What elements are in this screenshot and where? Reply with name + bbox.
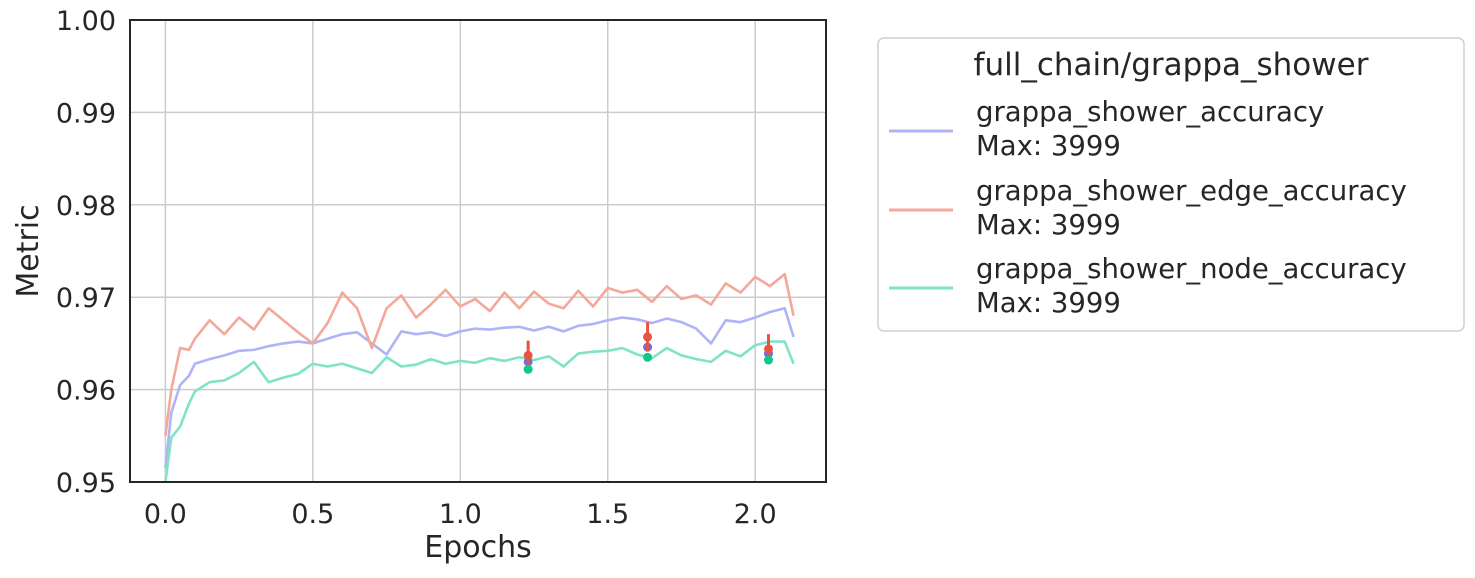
series-line-1	[164, 272, 795, 436]
plot-frame	[129, 19, 827, 483]
legend-label-accuracy: grappa_shower_accuracy	[976, 96, 1324, 128]
x-tick-label: 1.0	[439, 499, 482, 530]
data-point-2-0	[523, 364, 533, 374]
data-point-2-2	[763, 355, 773, 365]
legend-sub-edge-accuracy: Max: 3999	[976, 209, 1121, 241]
x-tick-label: 2.0	[734, 499, 777, 530]
data-point-1-0	[523, 350, 533, 360]
x-tick-label: 0.0	[144, 499, 187, 530]
y-tick-label: 0.97	[56, 283, 116, 314]
y-axis-ticks: 0.95 0.96 0.97 0.98 0.99 1.00	[56, 6, 116, 499]
x-axis-label: Epochs	[424, 530, 532, 565]
data-point-2-1	[643, 352, 653, 362]
legend-box	[877, 37, 1465, 332]
lines-layer	[164, 272, 795, 483]
series-line-2	[164, 340, 795, 483]
data-point-1-2	[763, 344, 773, 354]
y-tick-label: 0.98	[56, 191, 116, 222]
y-tick-label: 0.96	[56, 376, 116, 407]
legend-title: full_chain/grappa_shower	[974, 47, 1369, 83]
legend-sub-node-accuracy: Max: 3999	[976, 287, 1121, 319]
x-tick-label: 0.5	[291, 499, 334, 530]
plot-background	[130, 20, 826, 482]
legend: full_chain/grappa_shower grappa_shower_a…	[877, 37, 1465, 332]
x-tick-label: 1.5	[586, 499, 629, 530]
y-tick-label: 0.95	[56, 468, 116, 499]
markers-layer	[523, 322, 773, 374]
legend-label-edge-accuracy: grappa_shower_edge_accuracy	[976, 175, 1407, 207]
data-point-1-1	[643, 332, 653, 342]
legend-label-node-accuracy: grappa_shower_node_accuracy	[976, 253, 1407, 285]
legend-sub-accuracy: Max: 3999	[976, 130, 1121, 162]
y-axis-label: Metric	[11, 204, 46, 297]
y-tick-label: 1.00	[56, 6, 116, 37]
series-line-0	[164, 306, 795, 469]
plot-area	[129, 19, 827, 483]
x-axis-ticks: 0.0 0.5 1.0 1.5 2.0	[144, 499, 777, 530]
y-tick-label: 0.99	[56, 98, 116, 129]
